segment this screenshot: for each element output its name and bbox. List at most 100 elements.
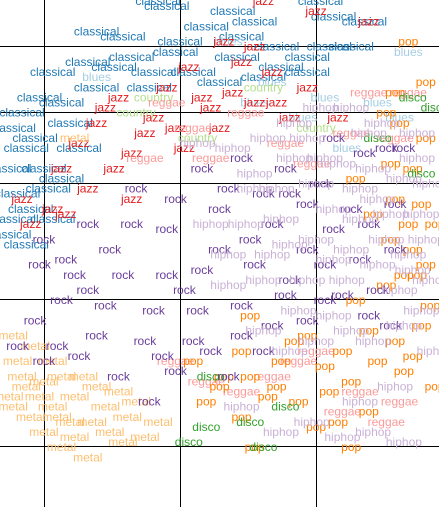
point-label-country: country [244, 80, 283, 94]
point-label-metal: metal [108, 435, 137, 449]
point-label-hiphop: hiphop [307, 151, 343, 165]
point-label-hiphop: hiphop [403, 303, 439, 317]
point-label-metal: metal [3, 354, 32, 368]
point-label-hiphop: hiphop [272, 237, 308, 251]
point-label-hiphop: hiphop [294, 415, 330, 429]
point-label-hiphop: hiphop [272, 344, 308, 358]
point-label-metal: metal [60, 131, 89, 145]
point-label-jazz: jazz [76, 182, 98, 196]
point-label-rock: rock [142, 303, 166, 317]
point-label-rock: rock [76, 217, 100, 231]
point-label-rock: rock [239, 232, 263, 246]
point-label-jazz: jazz [102, 161, 124, 175]
point-label-jazz: jazz [265, 96, 287, 110]
point-label-jazz: jazz [212, 35, 234, 49]
point-label-hiphop: hiphop [228, 217, 264, 231]
point-label-hiphop: hiphop [298, 177, 334, 191]
point-label-pop: pop [425, 379, 439, 393]
point-label-rock: rock [191, 161, 215, 175]
point-label-rock: rock [33, 354, 57, 368]
point-label-rock: rock [155, 268, 179, 282]
point-label-hiphop: hiphop [373, 207, 409, 221]
point-label-hiphop: hiphop [263, 212, 299, 226]
point-label-metal: metal [29, 374, 58, 388]
point-label-rock: rock [217, 369, 241, 383]
point-label-jazz: jazz [243, 40, 265, 54]
point-label-hiphop: hiphop [276, 116, 312, 130]
point-label-rock: rock [28, 258, 52, 272]
point-label-jazz: jazz [261, 65, 283, 79]
point-label-metal: metal [29, 425, 58, 439]
point-label-jazz: jazz [177, 60, 199, 74]
point-label-metal: metal [73, 450, 102, 464]
point-label-hiphop: hiphop [408, 232, 439, 246]
point-label-jazz: jazz [10, 192, 32, 206]
point-label-rock: rock [125, 182, 149, 196]
point-label-pop: pop [416, 75, 436, 89]
point-label-rock: rock [68, 349, 92, 363]
point-label-pop: pop [196, 395, 216, 409]
point-label-hiphop: hiphop [215, 141, 251, 155]
point-label-metal: metal [143, 415, 172, 429]
point-label-classical: classical [329, 40, 374, 54]
point-label-hiphop: hiphop [210, 248, 246, 262]
point-label-classical: classical [153, 45, 198, 59]
point-label-reggae: reggae [148, 96, 186, 110]
point-label-rock: rock [314, 293, 338, 307]
point-label-classical: classical [232, 14, 277, 28]
point-label-rock: rock [151, 349, 175, 363]
point-label-jazz: jazz [357, 14, 379, 28]
point-label-jazz: jazz [94, 101, 116, 115]
point-label-hiphop: hiphop [390, 248, 426, 262]
point-label-hiphop: hiphop [342, 395, 378, 409]
point-label-hiphop: hiphop [316, 308, 352, 322]
point-label-rock: rock [322, 131, 346, 145]
point-label-rock: rock [98, 243, 122, 257]
point-label-rock: rock [199, 344, 223, 358]
point-label-metal: metal [69, 369, 98, 383]
point-label-reggae: reggae [126, 151, 164, 165]
point-label-metal: metal [56, 415, 85, 429]
point-label-reggae: reggae [175, 121, 213, 135]
point-label-rock: rock [85, 329, 109, 343]
point-label-rock: rock [24, 314, 48, 328]
point-label-hiphop: hiphop [386, 435, 422, 449]
point-label-jazz: jazz [155, 80, 177, 94]
point-label-hiphop: hiphop [237, 166, 273, 180]
point-label-pop: pop [328, 415, 348, 429]
point-label-rock: rock [33, 232, 57, 246]
point-label-disco: disco [271, 400, 299, 414]
point-label-hiphop: hiphop [223, 400, 259, 414]
point-label-disco: disco [399, 90, 427, 104]
point-label-rock: rock [230, 298, 254, 312]
point-label-hiphop: hiphop [381, 283, 417, 297]
point-label-hiphop: hiphop [193, 217, 229, 231]
point-label-hiphop: hiphop [263, 425, 299, 439]
point-label-blues: blues [82, 70, 111, 84]
point-label-rock: rock [357, 308, 381, 322]
point-label-metal: metal [47, 440, 76, 454]
point-label-rock: rock [6, 339, 30, 353]
point-label-reggae: reggae [227, 106, 265, 120]
point-label-rock: rock [274, 288, 298, 302]
point-label-jazz: jazz [85, 116, 107, 130]
point-label-pop: pop [315, 359, 335, 373]
point-label-disco: disco [236, 415, 264, 429]
point-label-rock: rock [112, 268, 136, 282]
point-label-hiphop: hiphop [342, 212, 378, 226]
point-label-metal: metal [91, 400, 120, 414]
point-label-disco: disco [192, 420, 220, 434]
point-label-pop: pop [319, 385, 339, 399]
point-label-jazz: jazz [296, 80, 318, 94]
point-label-classical: classical [131, 65, 176, 79]
point-label-jazz: jazz [50, 161, 72, 175]
point-label-hiphop: hiphop [368, 232, 404, 246]
point-label-pop: pop [398, 35, 418, 49]
point-label-hiphop: hiphop [280, 303, 316, 317]
point-label-jazz: jazz [221, 85, 243, 99]
point-label-rock: rock [63, 268, 87, 282]
point-label-rock: rock [50, 293, 74, 307]
point-label-jazz: jazz [19, 217, 41, 231]
point-label-pop: pop [394, 364, 414, 378]
point-label-pop: pop [240, 369, 260, 383]
